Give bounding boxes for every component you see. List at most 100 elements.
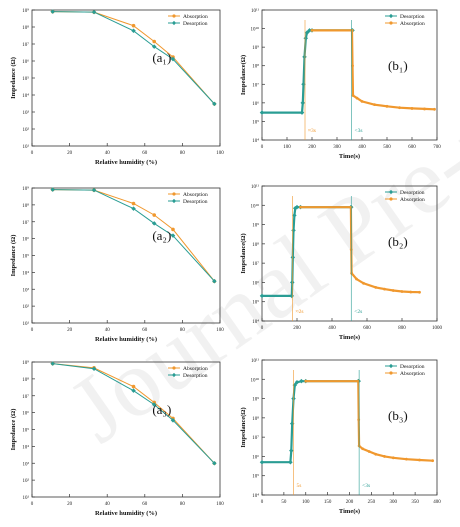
x-tick-label: 150 [324, 500, 332, 505]
legend-label-absorption: Absorption [400, 371, 425, 377]
legend-marker-absorption [389, 371, 393, 375]
y-tick-label: 10⁶ [22, 59, 29, 65]
data-point-absorption [367, 450, 371, 453]
legend-marker-desorption [388, 189, 394, 195]
data-point-absorption [355, 277, 358, 281]
x-tick-label: 400 [358, 145, 366, 150]
y-tick-label: 10⁴ [252, 493, 259, 499]
series-line-absorption [52, 363, 215, 464]
data-point-desorption [303, 36, 309, 41]
x-tick-label: 60 [142, 502, 148, 507]
x-tick-label: 100 [216, 502, 224, 507]
series-line-desorption [52, 11, 215, 105]
legend-label-absorption: Absorption [400, 21, 425, 27]
data-point-desorption [294, 380, 300, 385]
data-point-desorption [299, 378, 304, 384]
y-tick-label: 10⁶ [252, 454, 259, 460]
data-point-absorption [383, 287, 386, 291]
data-point-absorption [355, 96, 359, 100]
data-point-desorption [91, 187, 97, 193]
data-point-desorption [212, 460, 217, 466]
y-tick-label: 10⁴ [22, 444, 29, 450]
y-tick-label: 10⁸ [252, 64, 259, 70]
series-line-desorption [52, 363, 215, 464]
y-tick-label: 10¹⁰ [250, 203, 259, 209]
response-time-label: ≈2s [296, 309, 304, 315]
y-tick-label: 10⁹ [22, 186, 29, 192]
legend-label-desorption: Desorption [400, 190, 425, 196]
legend-marker-desorption [171, 20, 177, 26]
legend-label-desorption: Desorption [400, 364, 425, 370]
y-tick-label: 10⁷ [22, 394, 29, 400]
x-tick-label: 800 [398, 326, 406, 331]
data-point-desorption [300, 100, 306, 106]
data-point-absorption [391, 289, 395, 292]
y-tick-label: 10⁵ [22, 76, 29, 82]
x-tick-label: 0 [261, 500, 264, 505]
response-time-label: <3s [362, 483, 370, 489]
x-axis-label: Time(s) [339, 508, 360, 515]
x-tick-label: 250 [368, 500, 376, 505]
data-point-desorption [259, 459, 265, 465]
data-point-absorption [351, 94, 355, 97]
data-point-absorption [310, 28, 314, 32]
y-tick-label: 10² [23, 127, 30, 133]
y-tick-label: 10¹¹ [251, 8, 259, 14]
data-point-desorption [170, 418, 176, 423]
data-point-absorption [350, 28, 354, 32]
data-point-absorption [418, 290, 421, 294]
data-point-absorption [131, 201, 136, 206]
data-point-absorption [360, 99, 364, 103]
y-tick-label: 10⁶ [252, 101, 259, 107]
data-point-absorption [362, 281, 365, 285]
x-tick-label: 200 [308, 145, 316, 150]
y-tick-label: 10¹ [23, 321, 30, 327]
x-tick-label: 40 [105, 502, 111, 507]
y-axis-label: Impedance (Ω) [10, 235, 17, 277]
y-tick-label: 10² [23, 478, 30, 484]
data-point-desorption [299, 110, 305, 115]
response-time-label: 5s [297, 483, 302, 489]
y-tick-label: 10⁴ [252, 319, 259, 325]
x-tick-label: 400 [328, 326, 336, 331]
x-axis-label: Time(s) [339, 153, 360, 160]
chart-panel-a3: 0 20 40 60 80 100 10¹ 10² 10³ 10⁴ 10⁵ 10⁶ 10⁷ 10⁸ 10⁹ R… [10, 360, 224, 517]
y-tick-label: 10⁷ [252, 82, 259, 88]
x-axis-label: Relative humidity (%) [95, 510, 157, 517]
x-tick-label: 100 [302, 500, 310, 505]
data-point-absorption [349, 205, 353, 209]
legend-label-desorption: Desorption [183, 199, 208, 205]
response-time-label: ≈3s [308, 128, 316, 134]
x-tick-label: 600 [408, 145, 416, 150]
data-point-absorption [409, 290, 413, 294]
data-point-desorption [151, 44, 157, 49]
data-point-desorption [288, 459, 293, 465]
data-point-absorption [131, 384, 136, 389]
plot-frame [261, 9, 438, 141]
x-tick-label: 20 [67, 151, 73, 156]
y-tick-label: 10¹¹ [251, 184, 259, 190]
y-tick-label: 10¹ [23, 495, 30, 501]
x-tick-label: 300 [333, 145, 341, 150]
x-tick-label: 80 [180, 502, 186, 507]
data-point-absorption [152, 39, 156, 44]
y-axis-label: Impedance (Ω) [10, 409, 17, 451]
y-axis-label: Impedance(Ω) [240, 233, 247, 273]
y-tick-label: 10⁵ [22, 428, 29, 434]
legend-label-desorption: Desorption [400, 14, 425, 20]
x-tick-label: 0 [261, 326, 264, 331]
y-tick-label: 10⁶ [252, 280, 259, 286]
data-point-absorption [152, 213, 156, 217]
legend-label-desorption: Desorption [183, 373, 208, 379]
data-point-absorption [374, 452, 378, 456]
legend-label-absorption: Absorption [400, 197, 425, 203]
data-point-absorption [404, 457, 408, 461]
data-point-absorption [304, 379, 308, 383]
x-tick-label: 300 [390, 500, 398, 505]
y-tick-label: 10⁹ [252, 223, 259, 229]
data-point-absorption [374, 286, 378, 289]
data-point-absorption [418, 458, 421, 462]
y-tick-label: 10⁴ [252, 138, 259, 144]
data-point-absorption [171, 227, 175, 232]
x-tick-label: 200 [293, 326, 301, 331]
